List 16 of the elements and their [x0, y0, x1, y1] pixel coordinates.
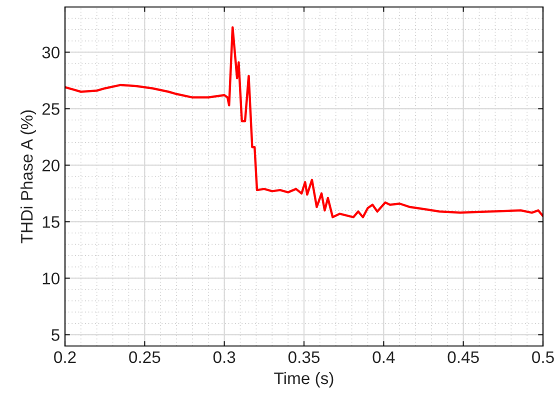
x-tick-label: 0.5: [532, 351, 554, 364]
x-tick-label: 0.25: [129, 351, 160, 364]
y-tick-label: 25: [42, 103, 60, 115]
y-tick-label: 15: [42, 216, 60, 228]
x-tick-label: 0.2: [54, 351, 76, 364]
y-tick-label: 10: [42, 272, 60, 284]
x-tick-label: 0.4: [372, 351, 395, 364]
x-axis-title: Time (s): [274, 372, 334, 388]
line-series: [65, 26, 543, 218]
y-tick-label: 20: [42, 160, 60, 172]
y-tick-label: 5: [52, 329, 60, 341]
y-axis-title: THDi Phase A (%): [20, 110, 36, 244]
x-tick-label: 0.35: [288, 351, 320, 364]
y-tick-label: 30: [42, 46, 60, 58]
x-tick-label: 0.45: [448, 351, 479, 364]
x-tick-label: 0.3: [213, 351, 236, 364]
